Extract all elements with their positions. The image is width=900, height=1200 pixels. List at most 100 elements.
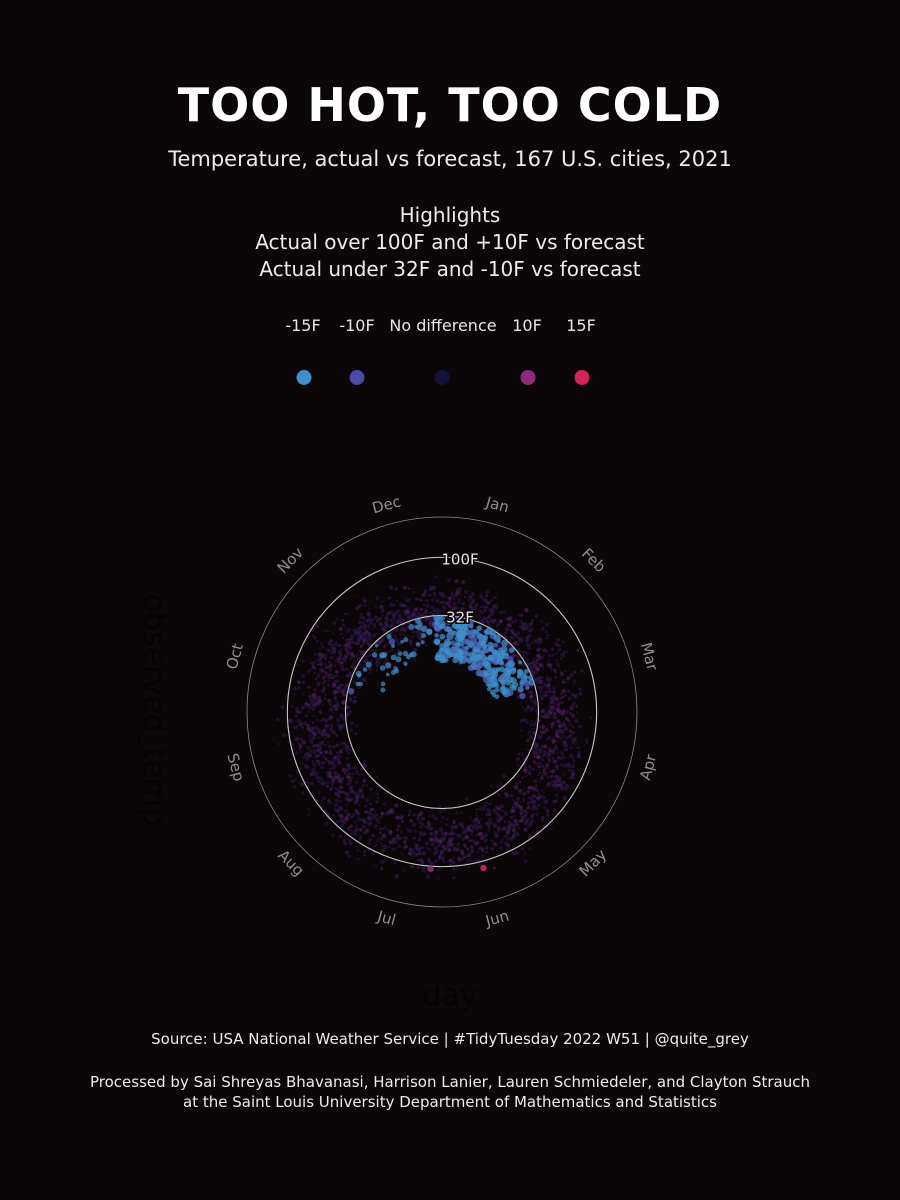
observation-point xyxy=(570,755,572,758)
observation-point xyxy=(347,798,352,803)
observation-point xyxy=(338,704,340,707)
observation-point xyxy=(317,791,321,795)
highlight-point xyxy=(438,656,446,664)
observation-point xyxy=(475,811,478,815)
observation-point xyxy=(572,731,575,735)
observation-point xyxy=(347,775,351,780)
observation-point xyxy=(519,625,523,629)
observation-point xyxy=(324,737,327,740)
observation-point xyxy=(473,822,477,827)
observation-point xyxy=(530,720,533,723)
observation-point xyxy=(418,597,422,601)
observation-point xyxy=(348,828,352,832)
observation-point xyxy=(357,788,362,794)
observation-point xyxy=(371,864,374,867)
observation-point xyxy=(307,710,310,713)
observation-point xyxy=(550,706,553,710)
observation-point xyxy=(310,699,315,703)
observation-point xyxy=(453,824,458,830)
observation-point xyxy=(317,663,320,666)
observation-point xyxy=(470,832,474,836)
observation-point xyxy=(553,702,557,706)
observation-point xyxy=(411,849,416,854)
observation-point xyxy=(339,776,342,780)
observation-point xyxy=(311,768,316,773)
observation-point xyxy=(325,653,328,656)
observation-point xyxy=(347,772,351,775)
observation-point xyxy=(447,578,451,582)
observation-point xyxy=(544,690,548,694)
observation-point xyxy=(528,833,532,836)
observation-point xyxy=(333,704,337,708)
observation-point xyxy=(421,822,425,827)
observation-point xyxy=(532,673,536,677)
observation-point xyxy=(545,622,549,627)
observation-point xyxy=(442,604,445,607)
observation-point xyxy=(326,718,329,721)
observation-point xyxy=(540,663,544,667)
observation-point xyxy=(434,859,438,863)
observation-point xyxy=(456,842,460,846)
observation-point xyxy=(361,621,365,625)
observation-point xyxy=(356,657,360,660)
observation-point xyxy=(538,749,541,752)
observation-point xyxy=(541,816,544,819)
observation-point xyxy=(441,848,445,853)
observation-point xyxy=(371,628,374,631)
observation-point xyxy=(559,737,563,741)
observation-point xyxy=(341,716,346,721)
observation-point xyxy=(334,699,338,703)
observation-point xyxy=(548,711,553,715)
observation-point xyxy=(468,839,472,843)
observation-point xyxy=(325,679,328,682)
observation-point xyxy=(321,644,325,649)
observation-point xyxy=(317,779,321,784)
observation-point xyxy=(365,821,368,824)
observation-point xyxy=(525,651,530,655)
observation-point xyxy=(352,680,357,685)
observation-point xyxy=(526,801,531,806)
observation-point xyxy=(524,775,527,778)
observation-point xyxy=(488,817,492,821)
observation-point xyxy=(355,724,359,728)
observation-point xyxy=(455,849,458,852)
observation-point xyxy=(319,656,323,660)
observation-point xyxy=(543,796,547,800)
observation-point xyxy=(511,851,516,856)
highlight-point xyxy=(385,672,390,677)
observation-point xyxy=(544,630,548,634)
observation-point xyxy=(422,831,426,836)
observation-point xyxy=(540,731,544,735)
observation-point xyxy=(293,725,298,730)
observation-point xyxy=(488,802,492,806)
observation-point xyxy=(544,799,549,803)
observation-point xyxy=(543,750,548,755)
observation-point xyxy=(373,844,376,848)
radial-tick-label: 100F xyxy=(441,550,478,568)
observation-point xyxy=(466,853,471,858)
observation-point xyxy=(438,856,442,860)
highlight-point xyxy=(374,643,379,648)
observation-point xyxy=(324,743,327,747)
observation-point xyxy=(319,661,324,666)
observation-point xyxy=(516,631,521,636)
observation-point xyxy=(449,831,454,836)
observation-point xyxy=(542,724,545,727)
observation-point xyxy=(421,846,425,849)
month-tick-label: Feb xyxy=(578,545,610,577)
observation-point xyxy=(333,689,338,694)
observation-point xyxy=(551,768,556,774)
observation-point xyxy=(541,666,545,669)
observation-point xyxy=(405,605,408,608)
observation-point xyxy=(409,640,412,644)
observation-point xyxy=(429,611,433,615)
legend-label: No difference xyxy=(389,316,497,335)
observation-point xyxy=(381,607,384,611)
observation-point xyxy=(488,820,493,825)
highlight-point xyxy=(496,639,501,644)
observation-point xyxy=(354,700,357,703)
observation-point xyxy=(487,829,490,832)
observation-point xyxy=(571,764,575,768)
observation-point xyxy=(324,671,328,675)
observation-point xyxy=(545,636,548,640)
